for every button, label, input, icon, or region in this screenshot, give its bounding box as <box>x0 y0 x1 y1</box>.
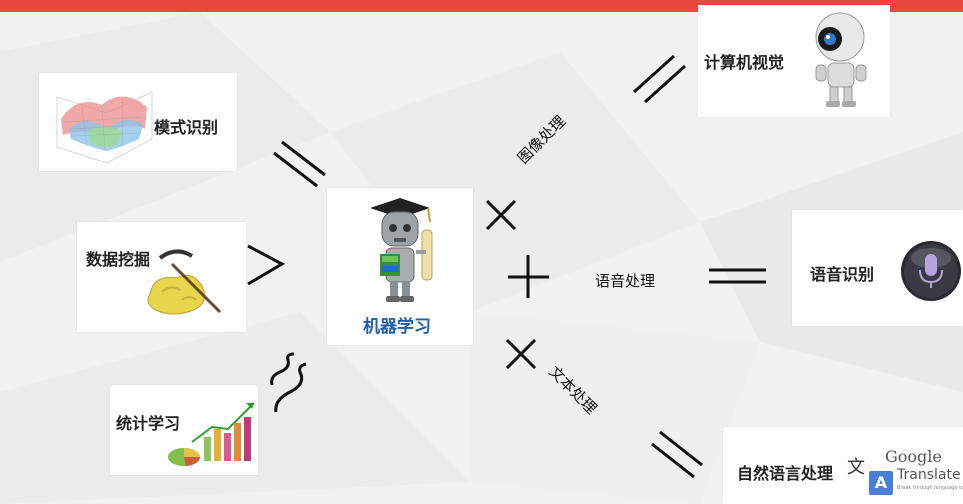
microphone-icon <box>901 241 961 301</box>
translate-glyph-left-icon: 文 <box>847 457 865 478</box>
translate-tagline-text: Break through language barriers <box>897 485 963 491</box>
gold-pickaxe-icon <box>147 249 222 315</box>
google-brand-text: Google <box>885 447 942 466</box>
speech-recognition-card: 语音识别 <box>792 210 963 326</box>
graduate-robot-icon <box>370 198 433 302</box>
translate-product-text: Translate <box>897 467 961 483</box>
data-mining-card: 数据挖掘 <box>77 222 246 332</box>
machine-learning-card: 机器学习 <box>327 188 473 345</box>
google-translate-icon: A <box>869 471 893 495</box>
bar-chart-icon <box>168 402 255 466</box>
statistical-learning-card: 统计学习 <box>110 385 258 475</box>
translate-glyph-right: A <box>874 473 888 492</box>
pattern-recognition-card: 模式识别 <box>39 73 237 171</box>
robot-camera-icon <box>815 12 867 107</box>
statistical-learning-label: 统计学习 <box>116 414 181 433</box>
machine-learning-label: 机器学习 <box>363 317 431 337</box>
nlp-card: 自然语言处理 文 A Google Translate Break throug… <box>723 427 963 504</box>
speech-processing-label: 语音处理 <box>595 272 656 290</box>
nlp-label: 自然语言处理 <box>737 464 834 483</box>
computer-vision-card: 计算机视觉 <box>698 5 890 117</box>
surface-plot-icon <box>56 91 153 164</box>
pattern-recognition-label: 模式识别 <box>154 118 219 137</box>
computer-vision-label: 计算机视觉 <box>704 53 785 72</box>
speech-recognition-label: 语音识别 <box>810 265 875 284</box>
data-mining-label: 数据挖掘 <box>86 250 151 269</box>
